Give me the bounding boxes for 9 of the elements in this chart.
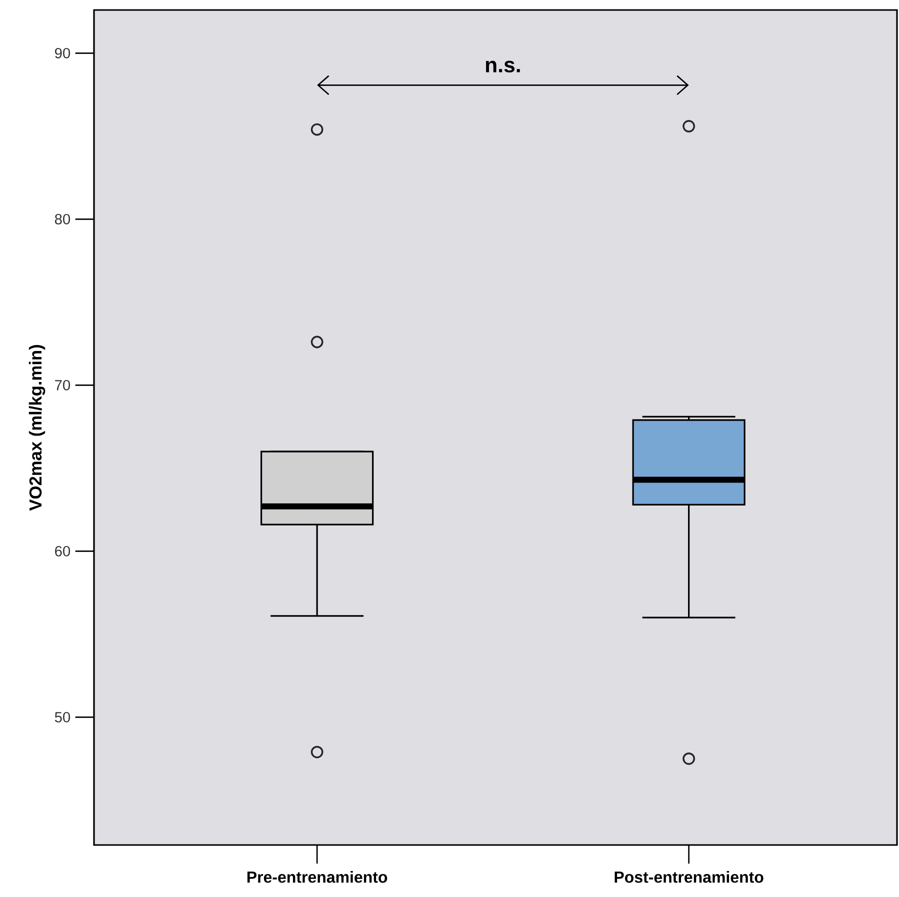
y-tick-label: 90 xyxy=(55,48,70,58)
annotation: n.s. xyxy=(486,60,520,72)
y-tick-label: 50 xyxy=(54,712,70,722)
y-tick-label: 70 xyxy=(55,380,70,390)
y-tick-label: 60 xyxy=(55,546,70,556)
x-tick-label: Pre-entrenamiento xyxy=(247,871,388,883)
x-tick-label: Post-entrenamiento xyxy=(614,871,764,883)
y-tick-label: 80 xyxy=(54,214,70,224)
y-axis-title: VO2max (ml/kg.min) xyxy=(28,345,46,511)
